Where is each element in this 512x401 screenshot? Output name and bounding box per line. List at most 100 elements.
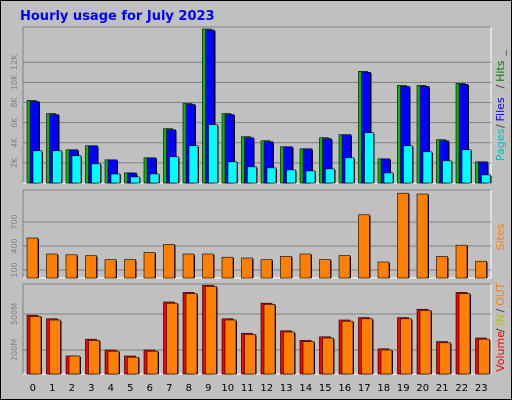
- bar-sites-17: [358, 214, 370, 279]
- bar-out-12: [263, 304, 276, 375]
- bar-pages-0: [32, 150, 43, 184]
- bar-pages-15: [325, 168, 335, 184]
- bar-sites-12: [260, 259, 273, 279]
- panel-volume-background: [23, 284, 491, 374]
- bar-pages-12: [266, 167, 277, 184]
- bar-pages-11: [247, 166, 257, 184]
- bar-pages-20: [422, 151, 433, 184]
- bar-out-7: [166, 302, 178, 375]
- xtick-label-4: 4: [108, 383, 114, 394]
- panel-sites-ytick-label: 400: [10, 238, 19, 253]
- bar-pages-13: [286, 169, 296, 184]
- bar-sites-2: [65, 254, 78, 279]
- xtick-label-16: 16: [338, 383, 351, 394]
- bar-sites-16: [338, 255, 351, 279]
- xtick-label-7: 7: [166, 383, 172, 394]
- bar-sites-5: [124, 259, 136, 279]
- bar-pages-5: [130, 176, 140, 184]
- bar-out-2: [68, 355, 81, 375]
- panel-requests-ytick-label: 4K: [10, 137, 19, 148]
- bar-pages-9: [208, 124, 218, 184]
- panel-requests-side-label-5: _: [494, 50, 507, 57]
- bar-sites-19: [397, 192, 409, 279]
- panel-sites-ytick-label: 700: [10, 214, 19, 229]
- bar-out-18: [380, 349, 393, 375]
- bar-pages-19: [403, 145, 413, 184]
- bar-sites-3: [85, 255, 97, 279]
- bar-sites-23: [475, 260, 487, 279]
- bar-out-5: [127, 356, 139, 375]
- xtick-label-12: 12: [260, 383, 273, 394]
- bar-out-13: [283, 331, 295, 375]
- bar-pages-4: [110, 173, 121, 184]
- panel-requests-ytick-label: 8K: [10, 97, 19, 108]
- bar-sites-11: [241, 257, 253, 279]
- xtick-label-23: 23: [475, 383, 488, 394]
- bar-out-16: [341, 320, 354, 375]
- bar-out-6: [146, 350, 159, 375]
- bar-out-19: [400, 318, 412, 375]
- panel-volume-side-label-2: IN: [494, 314, 507, 325]
- xtick-label-15: 15: [319, 383, 332, 394]
- xtick-label-6: 6: [147, 383, 153, 394]
- panel-requests-side-label-1: /: [494, 124, 507, 128]
- bar-sites-9: [202, 253, 214, 279]
- bar-sites-22: [455, 244, 468, 279]
- xtick-label-8: 8: [186, 383, 192, 394]
- bar-out-11: [244, 334, 256, 375]
- bar-pages-10: [227, 161, 238, 184]
- panel-requests-side-label-2: Files: [494, 97, 507, 121]
- bar-pages-6: [149, 173, 160, 184]
- xtick-label-21: 21: [436, 383, 449, 394]
- xtick-label-10: 10: [221, 383, 234, 394]
- panel-volume-side-label-1: /: [494, 328, 507, 332]
- xtick-label-5: 5: [127, 383, 133, 394]
- xtick-label-9: 9: [205, 383, 211, 394]
- xtick-label-17: 17: [358, 383, 371, 394]
- bar-pages-2: [71, 155, 82, 184]
- bar-sites-13: [280, 256, 292, 279]
- chart-title: Hourly usage for July 2023: [20, 9, 215, 24]
- panel-volume-ytick-label: 500M: [10, 303, 19, 325]
- bar-sites-20: [416, 193, 429, 279]
- panel-sites-side-label-0: Sites: [494, 223, 507, 250]
- xtick-label-22: 22: [455, 383, 468, 394]
- bar-pages-8: [188, 145, 199, 184]
- panel-requests-ytick-label: 12K: [10, 54, 19, 70]
- bar-sites-14: [299, 253, 312, 279]
- bar-out-17: [361, 318, 373, 375]
- bar-pages-1: [52, 150, 62, 184]
- bar-pages-3: [91, 163, 101, 184]
- xtick-label-3: 3: [88, 383, 94, 394]
- bar-out-21: [439, 342, 451, 375]
- panel-volume-side-label-3: /: [494, 309, 507, 313]
- bar-sites-18: [377, 261, 390, 279]
- xtick-label-14: 14: [299, 383, 312, 394]
- bar-pages-16: [344, 157, 355, 184]
- bar-out-23: [478, 338, 490, 375]
- panel-requests-side-label-4: Hits: [494, 60, 507, 82]
- xtick-label-18: 18: [377, 383, 390, 394]
- bar-out-9: [205, 286, 217, 375]
- bar-sites-15: [319, 259, 331, 279]
- panel-volume-ytick-label: 200M: [10, 339, 19, 361]
- bar-sites-7: [163, 244, 175, 279]
- panel-sites-ytick-label: 100: [10, 262, 19, 277]
- xtick-label-1: 1: [49, 383, 55, 394]
- xtick-label-2: 2: [69, 383, 75, 394]
- bar-out-15: [322, 337, 334, 375]
- bar-sites-6: [143, 252, 156, 279]
- panel-requests-side-label-0: Pages: [494, 128, 507, 161]
- bar-out-22: [458, 293, 471, 375]
- bar-pages-21: [442, 160, 452, 184]
- panel-sites-background: [23, 190, 491, 278]
- bar-out-1: [49, 319, 61, 375]
- bar-out-20: [419, 310, 432, 375]
- panel-volume-side-label-4: OUT: [494, 282, 507, 306]
- bar-pages-7: [169, 156, 179, 184]
- bar-sites-10: [221, 256, 234, 279]
- panel-requests-ytick-label: 2K: [10, 157, 19, 168]
- bar-sites-8: [182, 253, 195, 279]
